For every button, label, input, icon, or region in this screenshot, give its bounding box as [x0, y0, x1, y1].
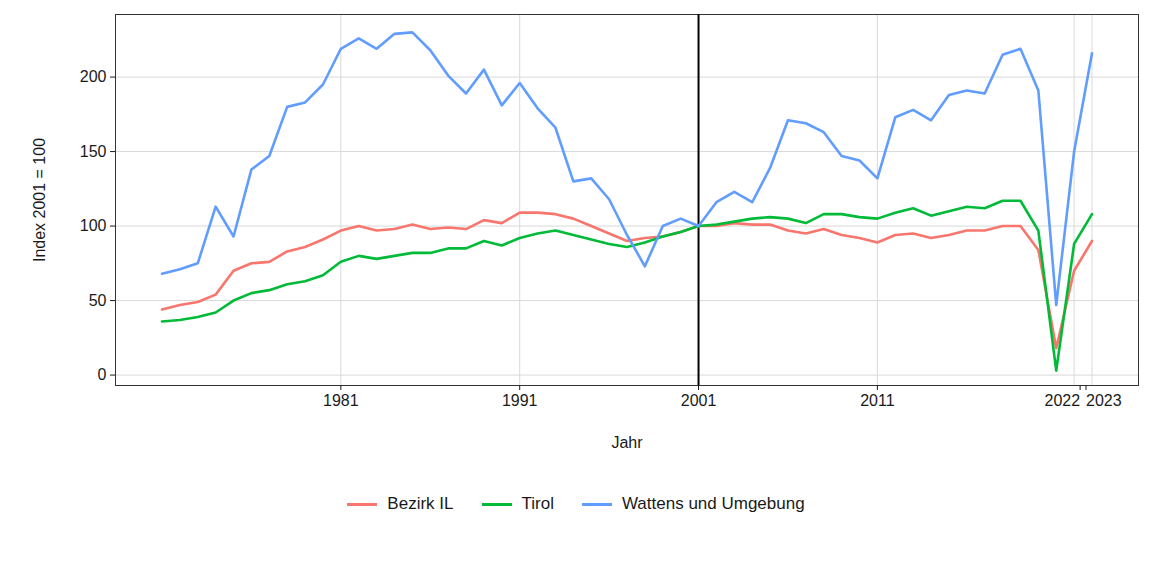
- svg-text:Index 2001 = 100: Index 2001 = 100: [31, 138, 48, 262]
- html-text:Wattens und Umgebung: Wattens und Umgebung: [621, 494, 805, 513]
- svg-text:100: 100: [80, 217, 107, 234]
- svg-text:1981: 1981: [323, 392, 359, 409]
- html-text:Bezirk IL: Bezirk IL: [387, 494, 454, 513]
- svg-text:1991: 1991: [502, 392, 538, 409]
- svg-text:Jahr: Jahr: [611, 434, 643, 451]
- svg-text:0: 0: [98, 366, 107, 383]
- svg-text:2023: 2023: [1086, 392, 1122, 409]
- svg-text:2022: 2022: [1045, 392, 1081, 409]
- svg-text:2001: 2001: [681, 392, 717, 409]
- svg-text:2011: 2011: [860, 392, 895, 409]
- html-text:Tirol: Tirol: [521, 494, 554, 513]
- svg-text:200: 200: [80, 68, 107, 85]
- svg-text:150: 150: [80, 143, 107, 160]
- svg-text:50: 50: [89, 292, 107, 309]
